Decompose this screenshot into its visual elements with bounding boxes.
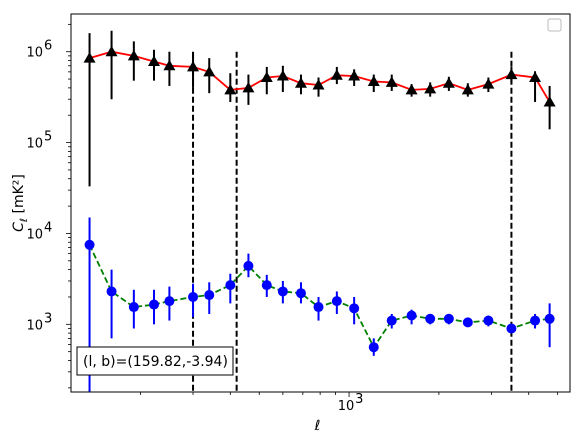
data-point-triangle [242,81,255,93]
y-tick-label-exponent: 6 [44,39,52,54]
annotation-box [76,346,234,376]
data-point-circle [204,290,215,301]
data-point-circle [386,315,397,326]
data-point-circle [313,302,324,313]
y-tick-label-exponent: 4 [44,220,52,235]
data-point-triangle [405,83,418,95]
data-point-circle [368,342,379,353]
data-point-triangle [203,65,216,77]
data-point-triangle [148,55,161,67]
data-point-circle [406,310,417,321]
plot-frame [70,13,571,393]
data-point-triangle [187,60,200,72]
annotation-text: (l, b)=(159.82,-3.94) [83,354,228,370]
data-point-circle [295,288,306,299]
data-point-triangle [105,45,118,57]
data-point-triangle [83,52,96,63]
data-point-circle [462,317,473,328]
y-tick-label: 10 [26,46,43,61]
x-axis-label: ℓ [314,418,321,434]
data-point-circle [530,315,541,326]
data-point-circle [106,286,117,297]
series-layer [83,30,556,392]
data-point-triangle [330,69,343,80]
data-point-circle [149,299,160,310]
data-point-triangle [163,59,176,71]
data-point-triangle [482,78,495,89]
data-point-circle [128,302,139,313]
data-point-circle [544,313,555,324]
data-point-triangle [260,71,273,83]
data-point-circle [425,313,436,324]
data-point-circle [506,323,517,334]
y-tick-label-exponent: 5 [44,130,52,145]
data-point-circle [349,303,360,314]
data-point-triangle [424,82,437,94]
data-point-triangle [461,83,474,95]
data-point-circle [164,296,175,307]
x-tick-label-exponent: 3 [355,392,363,407]
data-point-circle [188,291,199,302]
series-line [88,244,550,349]
data-point-circle [443,313,454,324]
y-tick-label: 10 [26,318,43,333]
series-1 [83,30,556,187]
data-point-triangle [224,83,237,95]
data-point-triangle [276,70,289,81]
data-point-triangle [312,79,325,90]
data-point-triangle [505,68,518,80]
y-axis-label-text: Cℓ [mK²] [11,174,30,232]
x-tick-label: 10 [338,399,355,414]
data-point-triangle [127,49,140,61]
data-point-circle [277,286,288,297]
data-point-circle [243,260,254,271]
data-point-circle [483,315,494,326]
data-point-triangle [367,75,380,87]
data-point-circle [331,296,342,307]
series-2 [84,217,555,392]
y-tick-label: 10 [26,137,43,152]
series-line [89,50,551,103]
y-axis-label: Cℓ [mK²] [11,174,30,232]
y-tick-label: 10 [26,227,43,242]
data-point-circle [261,280,272,291]
data-point-triangle [543,95,556,107]
data-point-triangle [294,77,307,88]
y-tick-label-exponent: 3 [44,311,52,326]
data-point-triangle [529,71,542,83]
legend-box [547,18,562,32]
vertical-reference-lines [192,51,513,392]
axes-layer [66,13,571,397]
data-point-triangle [348,70,361,81]
data-point-circle [225,280,236,291]
data-point-triangle [442,77,455,88]
data-point-circle [84,239,95,250]
data-point-triangle [385,76,398,87]
